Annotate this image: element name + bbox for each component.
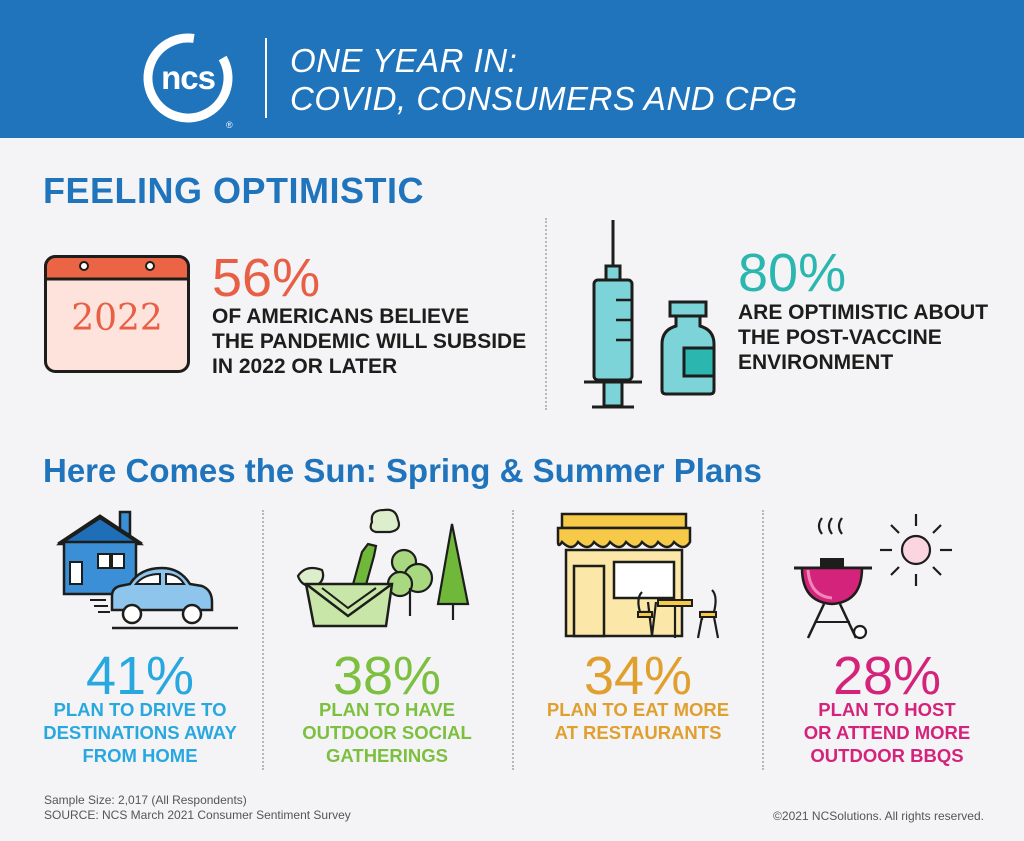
plan-28-line2: OR ATTEND MORE bbox=[803, 722, 971, 743]
section-title-plans: Here Comes the Sun: Spring & Summer Plan… bbox=[43, 452, 762, 489]
picnic-basket-icon bbox=[296, 508, 470, 628]
plan-34-text: PLAN TO EAT MORE AT RESTAURANTS bbox=[523, 698, 753, 744]
plan-28-line3: OUTDOOR BBQS bbox=[810, 745, 964, 766]
plan-41-line2: DESTINATIONS AWAY bbox=[43, 722, 237, 743]
copyright: ©2021 NCSolutions. All rights reserved. bbox=[773, 809, 984, 823]
stat-56-line2: THE PANDEMIC WILL SUBSIDE bbox=[212, 330, 527, 353]
plan-28-text: PLAN TO HOST OR ATTEND MORE OUTDOOR BBQS bbox=[772, 698, 1002, 767]
stat-80-line2: THE POST-VACCINE bbox=[738, 326, 942, 349]
plan-38-text: PLAN TO HAVE OUTDOOR SOCIAL GATHERINGS bbox=[272, 698, 502, 767]
ncs-logo-icon bbox=[143, 33, 233, 123]
logo-registered-mark: ® bbox=[226, 120, 233, 130]
divider-plans-1 bbox=[262, 510, 264, 770]
plan-41-value: 41% bbox=[85, 646, 195, 706]
syringe-vial-icon bbox=[584, 220, 716, 409]
plan-38-line1: PLAN TO HAVE bbox=[318, 699, 456, 720]
plan-38-line2: OUTDOOR SOCIAL bbox=[302, 722, 472, 743]
calendar-year: 2022 bbox=[71, 298, 163, 339]
plan-38-line3: GATHERINGS bbox=[326, 745, 448, 766]
divider-plans-3 bbox=[762, 510, 764, 770]
stat-80-text: ARE OPTIMISTIC ABOUT THE POST-VACCINE EN… bbox=[738, 300, 988, 375]
restaurant-icon bbox=[556, 512, 720, 639]
stat-56-value: 56% bbox=[212, 248, 321, 308]
plan-34-value: 34% bbox=[583, 646, 693, 706]
house-car-icon bbox=[55, 510, 238, 630]
stat-56-line1: OF AMERICANS BELIEVE bbox=[212, 305, 470, 328]
header-divider bbox=[265, 38, 267, 118]
stat-56-line3: IN 2022 OR LATER bbox=[212, 355, 398, 378]
bbq-grill-icon bbox=[794, 514, 952, 640]
header-banner: ncs ® ONE YEAR IN: COVID, CONSUMERS AND … bbox=[0, 0, 1024, 138]
plan-41-line3: FROM HOME bbox=[82, 745, 198, 766]
plan-41-line1: PLAN TO DRIVE TO bbox=[53, 699, 227, 720]
logo-text: ncs bbox=[161, 59, 216, 96]
calendar-icon bbox=[44, 255, 190, 373]
stat-80-line1: ARE OPTIMISTIC ABOUT bbox=[738, 301, 989, 324]
plan-38-value: 38% bbox=[332, 646, 442, 706]
divider-optimistic bbox=[545, 218, 547, 410]
stat-56-text: OF AMERICANS BELIEVE THE PANDEMIC WILL S… bbox=[212, 304, 526, 379]
header-title-line1: ONE YEAR IN: bbox=[290, 42, 518, 79]
plan-34-line2: AT RESTAURANTS bbox=[554, 722, 722, 743]
plan-28-line1: PLAN TO HOST bbox=[818, 699, 956, 720]
header-title-line2: COVID, CONSUMERS AND CPG bbox=[290, 80, 798, 117]
footnote: Sample Size: 2,017 (All Respondents) SOU… bbox=[44, 793, 351, 822]
stat-80-value: 80% bbox=[738, 243, 847, 303]
stat-80-line3: ENVIRONMENT bbox=[738, 351, 894, 374]
plan-28-value: 28% bbox=[832, 646, 942, 706]
header-title: ONE YEAR IN: COVID, CONSUMERS AND CPG bbox=[290, 42, 798, 118]
footnote-source: SOURCE: NCS March 2021 Consumer Sentimen… bbox=[44, 807, 351, 822]
section-title-optimistic: FEELING OPTIMISTIC bbox=[43, 170, 425, 211]
plan-34-line1: PLAN TO EAT MORE bbox=[546, 699, 730, 720]
divider-plans-2 bbox=[512, 510, 514, 770]
plan-41-text: PLAN TO DRIVE TO DESTINATIONS AWAY FROM … bbox=[25, 698, 255, 767]
footnote-sample: Sample Size: 2,017 (All Respondents) bbox=[44, 793, 247, 807]
